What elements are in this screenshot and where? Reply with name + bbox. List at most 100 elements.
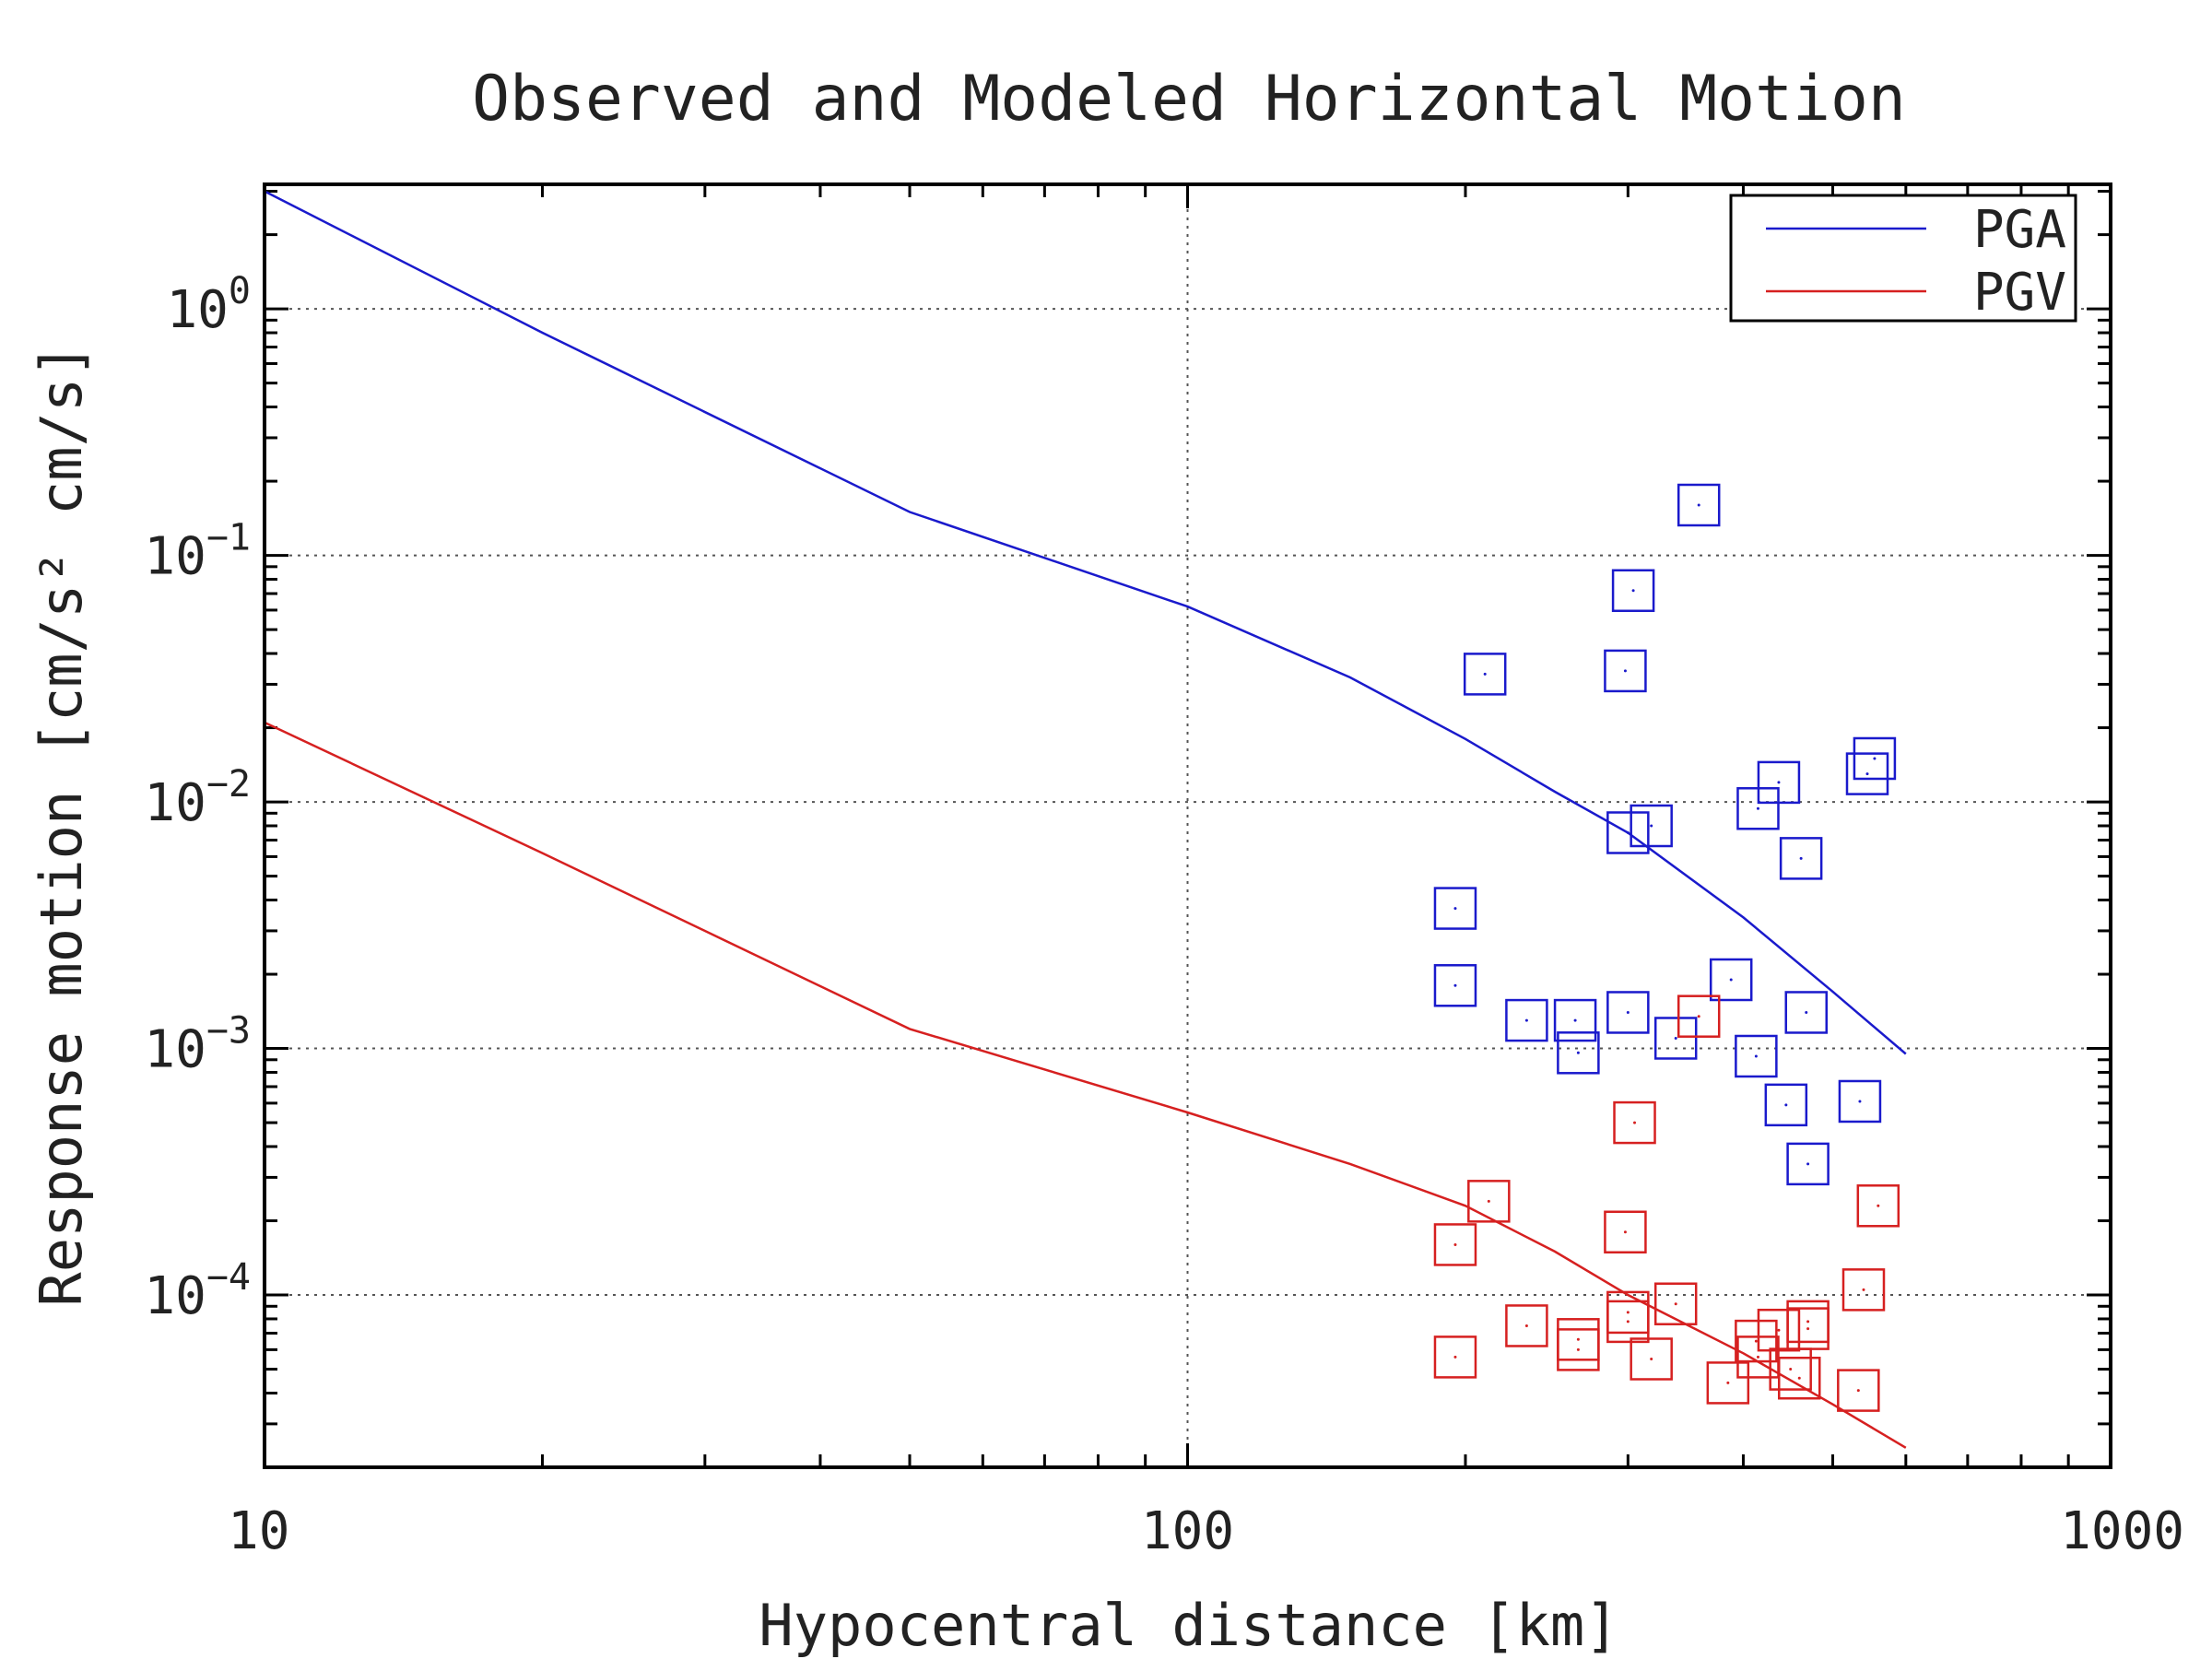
marker-center-pga — [1806, 1162, 1810, 1166]
marker-pgv — [1706, 1361, 1750, 1405]
plot-frame — [263, 182, 2112, 1469]
marker-center-pgv — [1777, 1328, 1781, 1332]
y-tick-exponent: 0 — [229, 270, 251, 312]
marker-pga — [1653, 1017, 1698, 1060]
marker-pga — [1630, 804, 1673, 848]
y-tick-base: 10 — [144, 1020, 206, 1080]
marker-center-pgv — [1626, 1320, 1630, 1324]
marker-center-pgv — [1806, 1320, 1810, 1324]
marker-pga — [1553, 998, 1597, 1042]
marker-pga — [1779, 837, 1823, 880]
marker-pga — [1845, 752, 1889, 795]
chart-title: Observed and Modeled Horizontal Motion — [472, 63, 1906, 135]
marker-pga — [1463, 653, 1507, 696]
marker-pga — [1786, 1142, 1830, 1186]
marker-center-pgv — [1806, 1327, 1810, 1331]
marker-center-pga — [1626, 830, 1630, 834]
marker-pgv — [1604, 1210, 1647, 1254]
marker-pgv — [1467, 1180, 1511, 1223]
marker-center-pgv — [1797, 1376, 1801, 1380]
model-line-pga — [264, 190, 1907, 1055]
marker-center-pgv — [1623, 1230, 1627, 1234]
marker-center-pgv — [1756, 1355, 1759, 1359]
marker-pga — [1784, 991, 1829, 1034]
marker-center-pgv — [1453, 1355, 1457, 1359]
marker-pgv — [1841, 1268, 1886, 1312]
marker-pga — [1606, 991, 1650, 1034]
marker-pga — [1611, 569, 1655, 613]
marker-pga — [1557, 1031, 1600, 1075]
y-tick-exponent: −3 — [206, 1010, 251, 1053]
marker-center-pgv — [1877, 1204, 1880, 1207]
marker-pga — [1736, 787, 1780, 830]
marker-center-pgv — [1487, 1199, 1490, 1203]
marker-center-pga — [1873, 757, 1877, 760]
marker-pga — [1505, 998, 1548, 1042]
y-tick-label: 10−4 — [144, 1256, 251, 1326]
marker-pgv — [1856, 1184, 1900, 1228]
marker-center-pga — [1777, 781, 1781, 784]
marker-center-pga — [1754, 1054, 1758, 1058]
x-axis-label: Hypocentral distance [km] — [759, 1592, 1618, 1659]
marker-center-pga — [1453, 983, 1457, 987]
y-tick-exponent: −4 — [206, 1256, 251, 1299]
tick-marks — [263, 184, 2111, 1469]
x-tick-label: 100 — [1141, 1501, 1234, 1561]
grid — [265, 184, 2111, 1467]
plot-area — [264, 190, 1907, 1449]
y-tick-base: 10 — [144, 527, 206, 587]
marker-center-pgv — [1697, 1015, 1700, 1018]
marker-pga — [1677, 483, 1721, 527]
marker-center-pga — [1483, 672, 1487, 676]
marker-pga — [1604, 649, 1647, 693]
marker-center-pgv — [1789, 1368, 1793, 1371]
y-axis-label: Response motion [cm/s² cm/s] — [28, 343, 95, 1306]
y-tick-label: 10−2 — [144, 763, 251, 833]
marker-pga — [1433, 964, 1477, 1007]
marker-center-pgv — [1754, 1339, 1758, 1343]
marker-center-pga — [1805, 1010, 1808, 1014]
marker-center-pga — [1650, 824, 1653, 828]
marker-pgv — [1837, 1369, 1880, 1412]
marker-center-pgv — [1862, 1288, 1865, 1291]
marker-center-pga — [1623, 669, 1627, 673]
marker-pga — [1853, 736, 1897, 781]
marker-center-pga — [1524, 1018, 1528, 1022]
legend-label-pgv: PGV — [1973, 263, 2066, 323]
marker-center-pga — [1576, 1051, 1580, 1054]
marker-pga — [1735, 1034, 1778, 1078]
marker-pga — [1838, 1079, 1882, 1124]
marker-center-pga — [1453, 907, 1457, 911]
marker-center-pgv — [1674, 1302, 1677, 1306]
marker-pgv — [1653, 1282, 1698, 1325]
marker-pgv — [1677, 994, 1721, 1038]
marker-center-pgv — [1524, 1324, 1528, 1327]
marker-pga — [1433, 887, 1477, 930]
marker-center-pga — [1799, 856, 1803, 860]
marker-center-pga — [1729, 978, 1733, 982]
marker-center-pga — [1756, 806, 1759, 810]
marker-center-pgv — [1576, 1337, 1580, 1341]
x-tick-label: 10 — [228, 1501, 289, 1561]
marker-pgv — [1433, 1335, 1477, 1379]
legend-box — [1729, 194, 2077, 323]
marker-pgv — [1613, 1100, 1656, 1145]
y-tick-exponent: −2 — [206, 763, 251, 806]
model-line-pgv — [264, 721, 1907, 1449]
marker-center-pga — [1626, 1010, 1630, 1014]
y-tick-label: 10−1 — [144, 517, 251, 587]
marker-center-pga — [1674, 1036, 1677, 1040]
marker-pga — [1606, 811, 1650, 854]
marker-center-pgv — [1453, 1242, 1457, 1246]
y-tick-base: 10 — [166, 280, 228, 340]
y-tick-label: 10−3 — [144, 1010, 251, 1080]
marker-center-pga — [1631, 589, 1635, 593]
marker-center-pga — [1573, 1018, 1577, 1022]
marker-center-pga — [1784, 1103, 1788, 1107]
marker-pgv — [1505, 1304, 1548, 1347]
marker-center-pgv — [1650, 1357, 1653, 1360]
marker-pgv — [1735, 1319, 1778, 1363]
